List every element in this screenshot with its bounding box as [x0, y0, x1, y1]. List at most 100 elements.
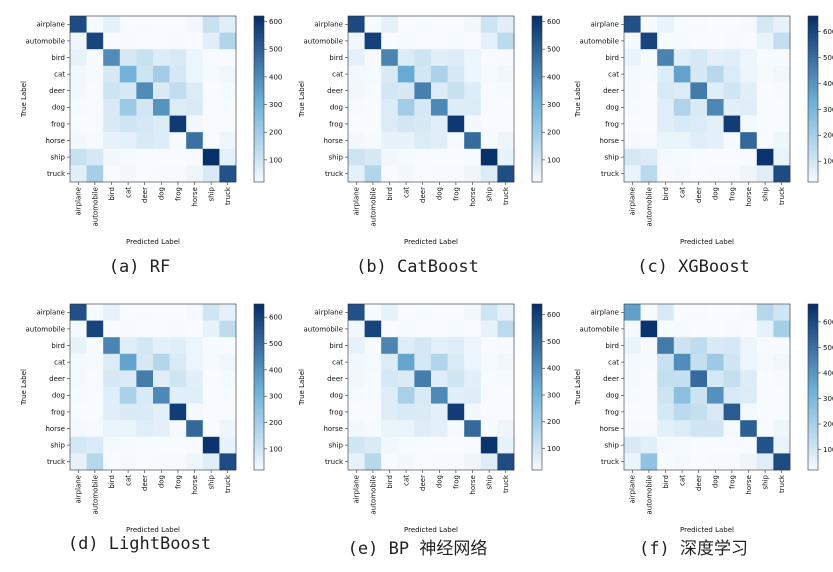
matrix-cell [169, 353, 187, 371]
matrix-cell [397, 16, 415, 33]
matrix-cell [70, 49, 87, 67]
colorbar-segment [254, 157, 264, 161]
matrix-cell [348, 304, 365, 321]
matrix-cell [464, 82, 482, 100]
matrix-cell [690, 16, 708, 33]
matrix-cell [464, 387, 482, 404]
matrix-cell [348, 337, 365, 355]
colorbar-segment [532, 317, 542, 322]
matrix-cell [464, 320, 482, 338]
matrix-cell [186, 420, 204, 438]
colorbar-segment [532, 110, 542, 114]
colorbar-segment [254, 309, 264, 313]
y-tick-label: automobile [26, 325, 66, 333]
matrix-cell [186, 82, 204, 100]
matrix-cell [740, 82, 758, 100]
y-tick-label: ship [329, 442, 344, 450]
colorbar-segment [532, 351, 542, 355]
matrix-cell [86, 387, 104, 404]
x-tick-label: frog [174, 475, 182, 489]
matrix-cell [464, 65, 482, 83]
colorbar-segment [532, 21, 542, 25]
matrix-cell [464, 99, 482, 116]
colorbar-segment [808, 406, 818, 410]
matrix-cell [70, 16, 87, 33]
colorbar-segment [532, 96, 542, 100]
matrix-cell [497, 403, 515, 421]
colorbar-segment [532, 76, 542, 81]
colorbar-tick-label: 600 [269, 314, 282, 322]
matrix-cell [447, 82, 465, 100]
colorbar-segment [254, 367, 264, 371]
colorbar-segment [532, 387, 542, 391]
matrix-cell [723, 403, 741, 421]
colorbar-segment [532, 118, 542, 122]
matrix-cell [186, 370, 204, 388]
x-tick-label: truck [224, 186, 232, 205]
matrix-cell [624, 403, 641, 421]
y-tick-label: cat [332, 71, 343, 79]
matrix-cell [657, 132, 675, 150]
colorbar-segment [532, 362, 542, 366]
y-tick-label: bird [329, 54, 343, 62]
matrix-cell [464, 132, 482, 150]
matrix-cell [364, 99, 382, 116]
colorbar-segment [532, 309, 542, 313]
colorbar-segment [808, 35, 818, 39]
colorbar-segment [532, 46, 542, 50]
matrix-cell [657, 370, 675, 388]
matrix-cell [397, 320, 415, 338]
matrix-cell [707, 370, 724, 388]
matrix-cell [740, 337, 758, 355]
matrix-cell [480, 387, 498, 404]
matrix-cell [119, 387, 137, 404]
colorbar-segment [532, 353, 542, 358]
colorbar-segment [254, 395, 264, 399]
colorbar-segment [808, 162, 818, 166]
matrix-cell [136, 16, 154, 33]
colorbar-segment [532, 331, 542, 335]
matrix-cell [70, 420, 87, 438]
matrix-cell [169, 320, 187, 338]
colorbar-segment [808, 458, 818, 463]
matrix-cell [381, 403, 399, 421]
matrix-cell [447, 420, 465, 438]
colorbar-segment [532, 403, 542, 407]
colorbar-segment [808, 389, 818, 394]
colorbar-segment [808, 422, 818, 427]
colorbar-segment [808, 112, 818, 117]
colorbar-segment [532, 29, 542, 34]
matrix-cell [219, 82, 237, 100]
matrix-cell [756, 148, 774, 166]
matrix-cell [70, 320, 87, 338]
colorbar-segment [254, 93, 264, 97]
matrix-cell [640, 320, 658, 338]
colorbar-tick-label: 400 [269, 366, 282, 374]
colorbar-segment [808, 40, 818, 45]
matrix-cell [70, 115, 87, 133]
colorbar-segment [532, 389, 542, 394]
matrix-cell [773, 370, 791, 388]
colorbar-segment [254, 79, 264, 83]
matrix-cell [447, 32, 465, 50]
colorbar-segment [532, 337, 542, 341]
matrix-cell [169, 132, 187, 150]
colorbar-segment [808, 57, 818, 61]
colorbar-segment [532, 315, 542, 319]
matrix-cell [381, 453, 399, 471]
matrix-cell [397, 403, 415, 421]
colorbar-segment [254, 115, 264, 119]
matrix-cell [153, 115, 170, 133]
matrix-cell [773, 304, 791, 321]
matrix-cell [414, 403, 432, 421]
colorbar-segment [532, 162, 542, 166]
matrix-cell [136, 387, 154, 404]
matrix-cell [740, 115, 758, 133]
colorbar-segment [808, 312, 818, 316]
matrix-cell [624, 320, 641, 338]
x-tick-label: cat [679, 475, 687, 486]
matrix-cell [657, 65, 675, 83]
matrix-cell [119, 132, 137, 150]
matrix-cell [690, 387, 708, 404]
colorbar-segment [808, 179, 818, 183]
